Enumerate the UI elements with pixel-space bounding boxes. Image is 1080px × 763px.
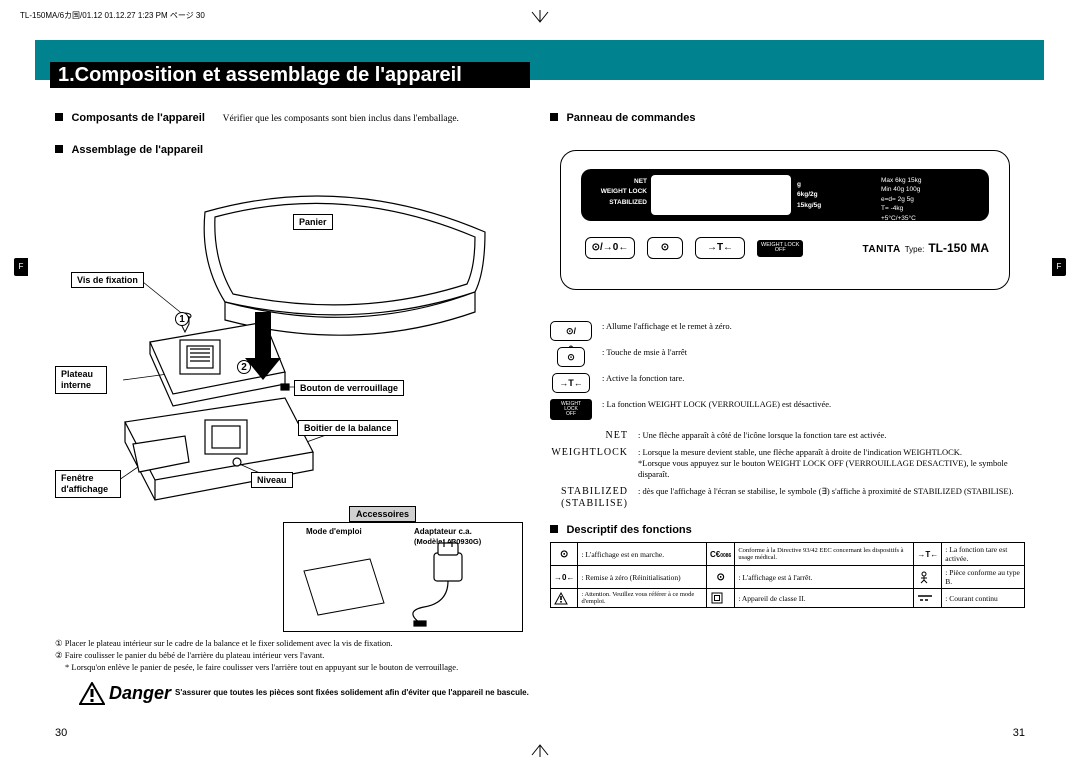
section-title: 1.Composition et assemblage de l'apparei… xyxy=(50,62,530,88)
key-row: ⊙/→0← : Allume l'affichage et le remet à… xyxy=(550,321,1025,341)
key-text: : Touche de msie à l'arrêt xyxy=(602,347,1025,358)
panel-mid-labels: g 6kg/2g 15kg/5g xyxy=(797,180,821,211)
page-tab-left: F xyxy=(14,258,28,276)
label-boitier: Boitier de la balance xyxy=(298,420,398,436)
functions-table: ⊙: L'affichage est en marche. C€0086Conf… xyxy=(550,542,1025,608)
note-3: * Lorsqu'on enlève le panier de pesée, l… xyxy=(55,662,530,674)
bullet-icon xyxy=(550,113,558,121)
btn-power-zero[interactable]: ⊙/→0← xyxy=(585,237,635,259)
key-tare-icon: →T← xyxy=(552,373,590,393)
label-vis: Vis de fixation xyxy=(71,272,144,288)
danger-label: Danger xyxy=(109,683,171,704)
marker-1: 1 xyxy=(175,312,189,326)
functions-heading: Descriptif des fonctions xyxy=(566,524,691,536)
indicator-row: WEIGHTLOCK : Lorsque la mesure devient s… xyxy=(550,447,1025,480)
panel-heading: Panneau de commandes xyxy=(566,112,695,124)
table-row: : Attention. Veuillez vous référer à ce … xyxy=(551,589,1025,608)
danger-text: S'assurer que toutes les pièces sont fix… xyxy=(175,688,530,698)
components-note: Vérifier que les composants sont bien in… xyxy=(223,114,459,124)
panel-left-labels: NET WEIGHT LOCK STABILIZED xyxy=(587,177,647,208)
page-number-left: 30 xyxy=(55,727,67,739)
label-panier: Panier xyxy=(293,214,333,230)
marker-2: 2 xyxy=(237,360,251,374)
indicator-text: : Une flèche apparaît à côté de l'icône … xyxy=(638,430,1025,441)
indicator-label: NET xyxy=(550,430,628,441)
note-1: ① Placer le plateau intérieur sur le cad… xyxy=(55,638,530,650)
lcd-display xyxy=(651,175,791,215)
key-text: : Allume l'affichage et le remet à zéro. xyxy=(602,321,1025,332)
btn-weightlock-off[interactable]: WEIGHT LOCKOFF xyxy=(757,240,803,257)
accessories-box: Mode d'emploi Adaptateur c.a. (Modèle: A… xyxy=(283,522,523,632)
assembly-diagram xyxy=(55,162,525,522)
bottom-crop-mark xyxy=(530,743,550,757)
indicator-label: WEIGHTLOCK xyxy=(550,447,628,458)
label-fenetre: Fenêtre d'affichage xyxy=(55,470,121,498)
key-text: : Active la fonction tare. xyxy=(602,373,1025,384)
page-number-right: 31 xyxy=(1013,727,1025,739)
indicator-row: NET : Une flèche apparaît à côté de l'ic… xyxy=(550,430,1025,441)
key-text: : La fonction WEIGHT LOCK (VERROUILLAGE)… xyxy=(602,399,1025,410)
print-header: TL-150MA/6カ国/01.12 01.12.27 1:23 PM ページ … xyxy=(20,10,205,21)
indicator-text: : dès que l'affichage à l'écran se stabi… xyxy=(638,486,1025,497)
key-power-zero-icon: ⊙/→0← xyxy=(550,321,592,341)
danger-icon xyxy=(79,682,105,705)
indicator-label: STABILIZED(STABILISE) xyxy=(550,486,628,510)
key-row: →T← : Active la fonction tare. xyxy=(550,373,1025,393)
top-crop-mark xyxy=(530,10,550,24)
key-row: WEIGHT LOCKOFF : La fonction WEIGHT LOCK… xyxy=(550,399,1025,420)
brand-logo: TANITA xyxy=(863,244,901,255)
btn-off[interactable]: ⊙ xyxy=(647,237,683,259)
page-tab-right: F xyxy=(1052,258,1066,276)
label-accessoires: Accessoires xyxy=(349,506,416,522)
table-row: ⊙: L'affichage est en marche. C€0086Conf… xyxy=(551,543,1025,566)
table-row: →0←: Remise à zéro (Réinitialisation) ⊙:… xyxy=(551,566,1025,589)
type-label: Type: xyxy=(905,245,925,254)
indicator-row: STABILIZED(STABILISE) : dès que l'affich… xyxy=(550,486,1025,510)
key-off-icon: ⊙ xyxy=(557,347,585,367)
label-niveau: Niveau xyxy=(251,472,293,488)
btn-tare[interactable]: →T← xyxy=(695,237,745,259)
bullet-icon xyxy=(550,525,558,533)
panel-right-labels: Max 6kg 15kg Min 40g 100g e=d= 2g 5g T= … xyxy=(881,176,981,223)
note-2: ② Faire coulisser le panier du bébé de l… xyxy=(55,650,530,662)
assembly-heading: Assemblage de l'appareil xyxy=(71,144,203,156)
model-number: TL-150 MA xyxy=(928,241,989,255)
key-row: ⊙ : Touche de msie à l'arrêt xyxy=(550,347,1025,367)
label-plateau: Plateau interne xyxy=(55,366,107,394)
key-wl-icon: WEIGHT LOCKOFF xyxy=(550,399,592,420)
components-heading: Composants de l'appareil xyxy=(71,112,204,124)
indicator-text: : Lorsque la mesure devient stable, une … xyxy=(638,447,1025,480)
bullet-icon xyxy=(55,113,63,121)
bullet-icon xyxy=(55,145,63,153)
control-panel: NET WEIGHT LOCK STABILIZED g 6kg/2g 15kg… xyxy=(560,150,1010,290)
label-bouton: Bouton de verrouillage xyxy=(294,380,404,396)
